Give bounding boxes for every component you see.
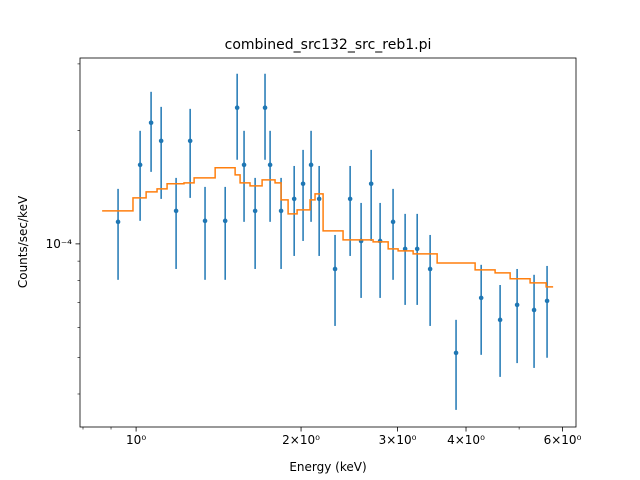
data-point	[187, 138, 193, 144]
data-point	[544, 298, 550, 304]
data-point	[368, 181, 374, 187]
x-tick-label: 6×10⁰	[544, 433, 582, 447]
y-tick-label: 10⁻⁴	[46, 237, 73, 251]
chart-title: combined_src132_src_reb1.pi	[225, 37, 432, 53]
data-point	[148, 120, 154, 126]
data-point	[453, 350, 459, 356]
data-point	[308, 162, 314, 168]
data-point	[514, 302, 520, 308]
data-point	[427, 266, 433, 272]
data-point	[262, 105, 268, 111]
x-tick-label: 3×10⁰	[379, 433, 417, 447]
data-point	[402, 246, 408, 252]
plot-frame	[79, 57, 577, 428]
data-point	[267, 162, 273, 168]
data-point	[137, 162, 143, 168]
data-point	[414, 246, 420, 252]
data-point	[202, 218, 208, 224]
data-point	[300, 181, 306, 187]
data-point	[497, 317, 503, 323]
data-point	[347, 196, 353, 202]
data-point	[291, 196, 297, 202]
data-point	[158, 138, 164, 144]
data-point	[252, 208, 258, 214]
data-point	[478, 295, 484, 301]
data-point	[531, 307, 537, 313]
x-axis-label: Energy (keV)	[289, 460, 366, 474]
data-point	[390, 219, 396, 225]
data-point	[278, 208, 284, 214]
x-tick-label: 2×10⁰	[282, 433, 320, 447]
model-line	[102, 167, 554, 288]
data-point	[332, 266, 338, 272]
y-axis-label: Counts/sec/keV	[16, 195, 30, 288]
x-tick-label: 4×10⁰	[447, 433, 485, 447]
data-point	[316, 196, 322, 202]
data-point	[173, 208, 179, 214]
data-point	[115, 219, 121, 225]
data-point	[222, 218, 228, 224]
x-tick-label: 10⁰	[126, 433, 146, 447]
data-point	[234, 105, 240, 111]
data-point	[241, 162, 247, 168]
